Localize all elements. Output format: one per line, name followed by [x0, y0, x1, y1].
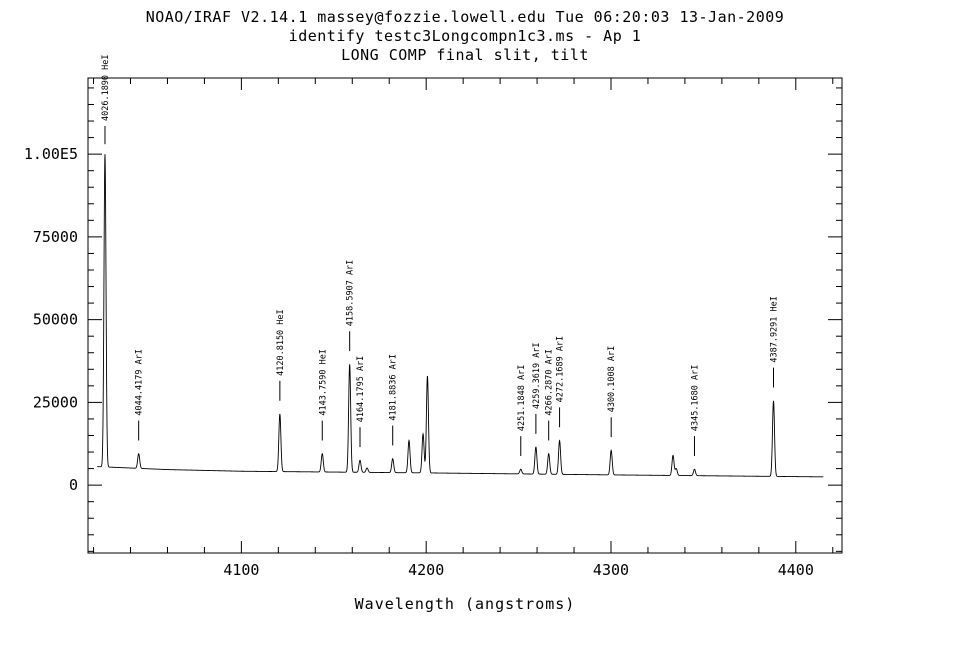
line-id-label: 4143.7590 HeI [318, 349, 328, 416]
line-id-label: 4120.8150 HeI [276, 309, 286, 376]
line-id-label: 4158.5907 ArI [346, 260, 356, 327]
title-line-2: identify testc3Longcompn1c3.ms - Ap 1 [288, 27, 642, 45]
line-id-label: 4272.1689 ArI [556, 336, 566, 403]
line-id-label: 4259.3619 ArI [532, 342, 542, 409]
plot-header: NOAO/IRAF V2.14.1 massey@fozzie.lowell.e… [0, 8, 930, 65]
spectrum-line [97, 154, 824, 478]
y-tick-label: 50000 [33, 311, 78, 329]
title-line-1: NOAO/IRAF V2.14.1 massey@fozzie.lowell.e… [145, 8, 785, 26]
line-id-label: 4387.9291 HeI [769, 296, 779, 363]
y-tick-label: 0 [69, 476, 78, 494]
line-id-label: 4026.1890 HeI [101, 54, 111, 121]
line-id-label: 4044.4179 ArI [135, 349, 145, 416]
spectrum-layer [97, 154, 824, 478]
line-id-label: 4251.1848 ArI [517, 365, 527, 432]
line-id-layer: 4026.1890 HeI 4044.4179 ArI 4120.8150 HeI 4… [101, 54, 779, 457]
line-id-label: 4164.1795 ArI [356, 356, 366, 423]
x-tick-label: 4400 [778, 561, 814, 579]
x-axis-label: Wavelength (angstroms) [355, 595, 576, 613]
x-tick-label: 4200 [408, 561, 444, 579]
y-tick-label: 25000 [33, 393, 78, 411]
title-line-3: LONG COMP final slit, tilt [341, 46, 589, 64]
x-tick-label: 4100 [223, 561, 259, 579]
line-id-label: 4266.2870 ArI [545, 349, 555, 416]
line-id-label: 4300.1008 ArI [607, 346, 617, 413]
plot-frame [87, 77, 843, 554]
y-tick-label: 75000 [33, 228, 78, 246]
y-tick-label: 1.00E5 [24, 145, 78, 163]
axes-layer: 4100 4200 4300 4400 0 25000 50000 75000 1.00E5 [24, 77, 843, 579]
line-id-label: 4181.8836 ArI [389, 354, 399, 421]
x-tick-label: 4300 [593, 561, 629, 579]
line-id-label: 4345.1680 ArI [690, 365, 700, 432]
